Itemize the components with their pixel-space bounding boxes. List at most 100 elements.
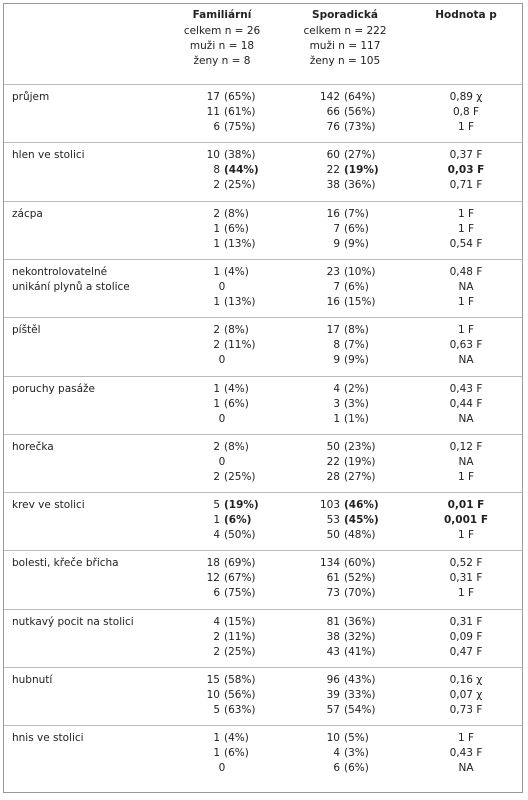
column-subtitle: muži n = 18 [189, 40, 255, 52]
row-label: průjem [12, 91, 50, 103]
percent: (13%) [224, 237, 256, 250]
p-value: 0,31 F [449, 615, 483, 628]
count: 0 [218, 762, 226, 775]
count: 38 [326, 630, 340, 643]
count: 0 [218, 412, 226, 425]
percent: (8%) [224, 440, 249, 453]
count: 1 [213, 295, 220, 308]
count: 60 [326, 149, 340, 162]
percent: (6%) [344, 280, 369, 293]
row-label: unikání plynů a stolice [12, 280, 130, 293]
count: 17 [206, 91, 220, 103]
row-label: bolesti, křeče břicha [12, 557, 119, 570]
count: 2 [213, 207, 220, 220]
percent: (6%) [344, 222, 369, 235]
count: 7 [333, 280, 340, 293]
count: 66 [326, 106, 340, 118]
p-value: 0,01 F [447, 499, 485, 512]
row-label: hubnutí [12, 674, 53, 686]
percent: (38%) [224, 149, 256, 162]
percent: (27%) [344, 470, 376, 483]
p-value: 1 F [457, 732, 475, 745]
percent: (10%) [344, 265, 376, 278]
percent: (54%) [344, 704, 376, 716]
percent: (67%) [224, 572, 256, 585]
p-value: 1 F [457, 470, 475, 483]
percent: (56%) [224, 689, 256, 701]
percent: (69%) [224, 557, 256, 570]
percent: (6%) [224, 747, 249, 760]
p-value: 0,12 F [449, 440, 483, 453]
p-value: 0,16 χ [449, 674, 483, 686]
header-separator [4, 84, 522, 85]
percent: (6%) [344, 762, 369, 775]
column-title: Familiární [192, 9, 252, 21]
p-value: 0,001 F [443, 514, 489, 527]
count: 1 [213, 732, 220, 745]
percent: (75%) [224, 587, 256, 600]
count: 4 [213, 615, 220, 628]
percent: (8%) [224, 207, 249, 220]
percent: (25%) [224, 470, 256, 483]
p-value: NA [458, 280, 474, 293]
count: 12 [206, 572, 220, 585]
row-label: hlen ve stolici [12, 149, 85, 162]
row-separator [4, 550, 522, 552]
count: 50 [326, 440, 340, 453]
count: 2 [213, 630, 220, 643]
p-value: 1 F [457, 295, 475, 308]
column-subtitle: celkem n = 222 [303, 25, 387, 37]
p-value: 0,37 F [449, 149, 483, 162]
count: 4 [333, 382, 340, 395]
p-value: 0,07 χ [449, 689, 483, 701]
row-label: poruchy pasáže [12, 382, 96, 395]
percent: (65%) [224, 91, 256, 103]
percent: (56%) [344, 106, 376, 118]
percent: (19%) [224, 499, 259, 512]
p-value: 1 F [457, 324, 475, 337]
p-value: 0,48 F [449, 265, 483, 278]
row-label: píštěl [12, 324, 41, 337]
percent: (27%) [344, 149, 376, 162]
row-separator [4, 725, 522, 727]
percent: (9%) [344, 354, 369, 367]
count: 18 [206, 557, 220, 570]
row-separator [4, 317, 522, 319]
percent: (33%) [344, 689, 376, 701]
count: 9 [333, 354, 340, 367]
percent: (25%) [224, 645, 256, 658]
percent: (4%) [224, 382, 249, 395]
column-subtitle: muži n = 117 [309, 40, 381, 52]
count: 73 [326, 587, 340, 600]
p-value: NA [458, 412, 474, 425]
percent: (6%) [224, 514, 252, 527]
p-value: 1 F [457, 587, 475, 600]
count: 1 [213, 265, 220, 278]
p-value: 1 F [457, 121, 475, 133]
count: 142 [319, 91, 340, 103]
count: 0 [218, 455, 226, 468]
percent: (60%) [344, 557, 376, 570]
percent: (64%) [344, 91, 376, 103]
percent: (3%) [344, 747, 369, 760]
percent: (48%) [344, 529, 376, 542]
column-subtitle: celkem n = 26 [183, 25, 261, 37]
row-label: krev ve stolici [12, 499, 85, 512]
count: 7 [333, 222, 340, 235]
p-value: 1 F [457, 222, 475, 235]
count: 10 [206, 689, 220, 701]
row-label: zácpa [12, 207, 43, 220]
percent: (46%) [344, 499, 379, 512]
count: 134 [319, 557, 340, 570]
p-value: 0,47 F [449, 645, 483, 658]
count: 8 [333, 339, 340, 352]
percent: (70%) [344, 587, 376, 600]
percent: (50%) [224, 529, 256, 542]
count: 1 [333, 412, 340, 425]
count: 1 [213, 382, 220, 395]
count: 0 [218, 354, 226, 367]
p-value: NA [458, 762, 474, 775]
percent: (41%) [344, 645, 376, 658]
percent: (11%) [224, 630, 256, 643]
